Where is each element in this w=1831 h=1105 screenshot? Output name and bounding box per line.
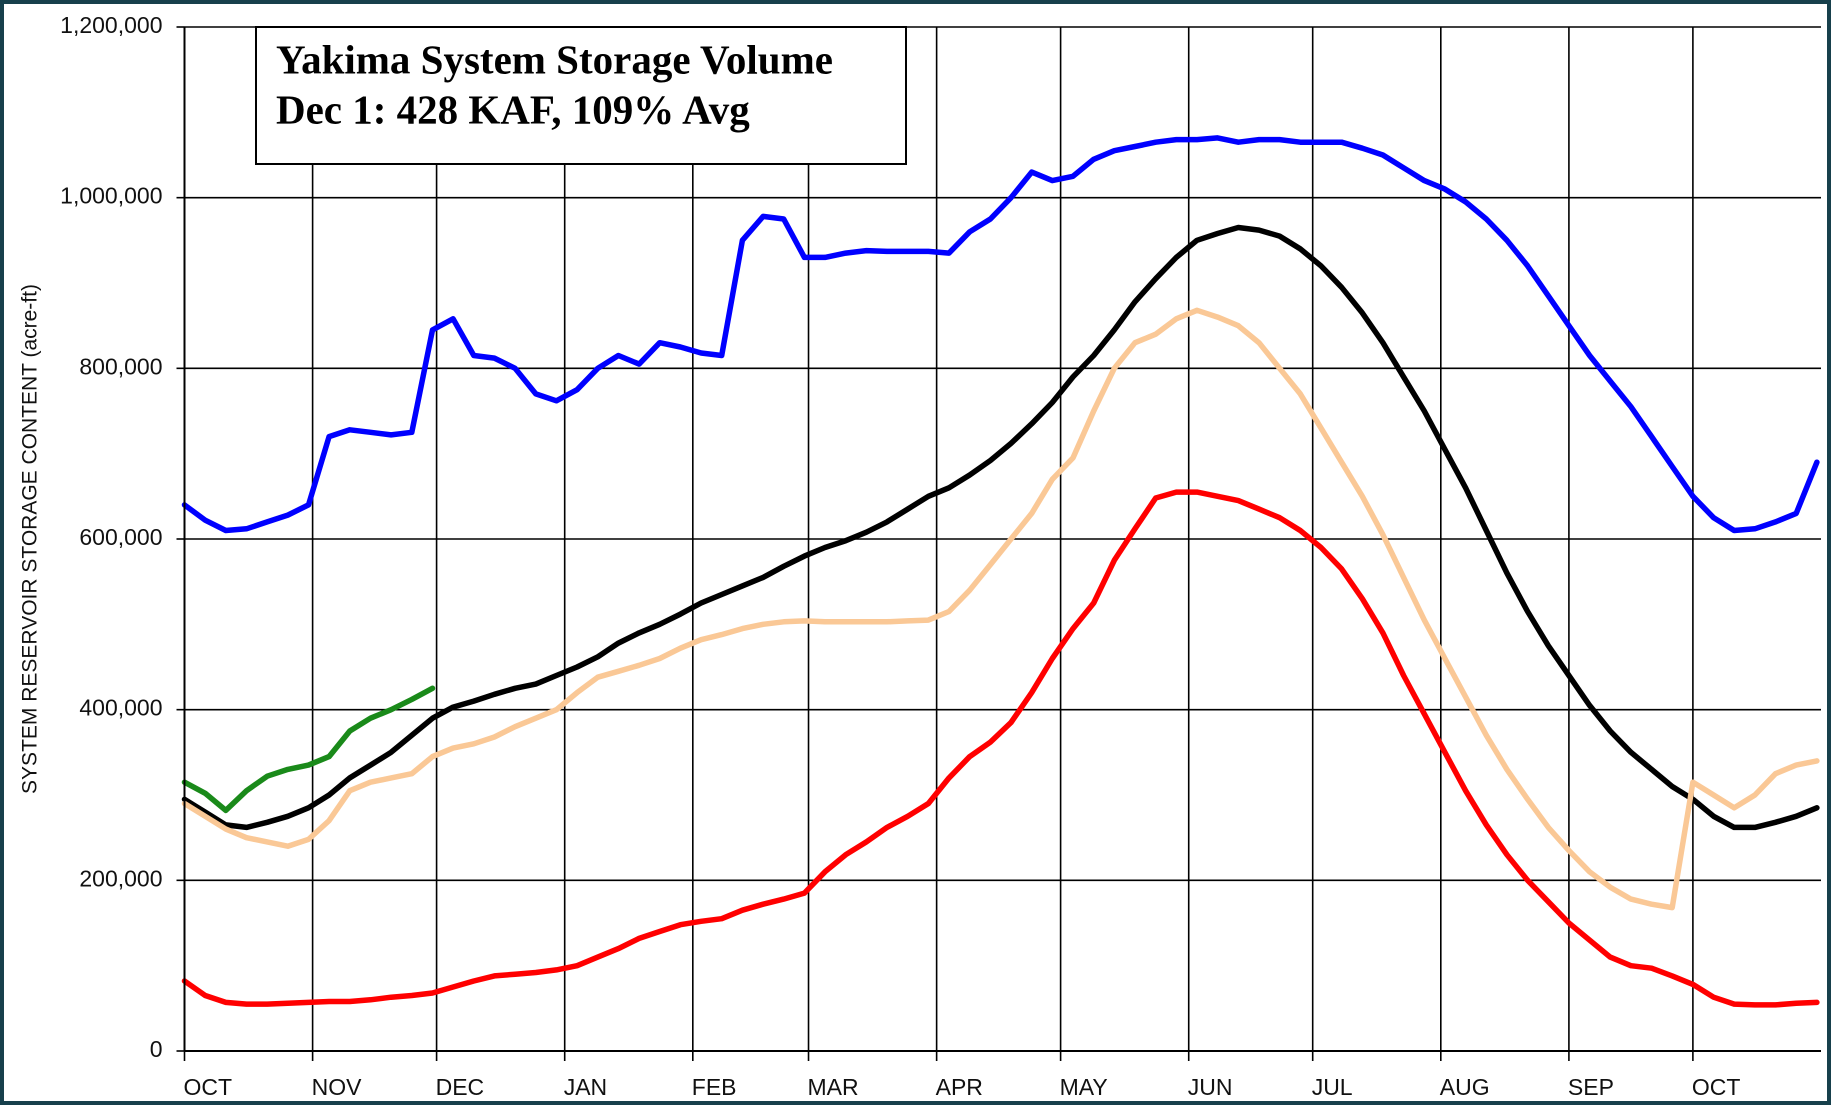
x-tick-label: FEB <box>692 1074 737 1100</box>
series-line <box>181 685 436 814</box>
y-tick-label: 800,000 <box>79 353 162 379</box>
x-tick-label: OCT <box>184 1074 233 1100</box>
x-tick-label: JAN <box>564 1074 607 1100</box>
axes: 0 200,000 400,000 600,000 800,000 1,000,000 1,… <box>60 12 1821 1100</box>
x-tick-label: SEP <box>1568 1074 1614 1100</box>
x-tick-label: MAR <box>808 1074 859 1100</box>
x-tick-label: AUG <box>1440 1074 1490 1100</box>
y-tick-label: 600,000 <box>79 524 162 550</box>
grid <box>183 26 1821 1052</box>
y-tick-label: 1,000,000 <box>60 183 162 209</box>
y-tick-label: 200,000 <box>79 865 162 891</box>
series-line <box>181 489 1820 1008</box>
chart-subtitle: Dec 1: 428 KAF, 109% Avg <box>276 86 750 132</box>
series-line <box>181 307 1820 911</box>
x-tick-label: APR <box>936 1074 983 1100</box>
series-line <box>181 135 1820 534</box>
x-tick-label: DEC <box>436 1074 485 1100</box>
y-tick-label: 400,000 <box>79 695 162 721</box>
lines <box>181 135 1820 1008</box>
chart-background <box>4 4 1827 1101</box>
series-line <box>181 224 1820 831</box>
x-tick-label: NOV <box>312 1074 363 1100</box>
y-axis-label: SYSTEM RESERVOIR STORAGE CONTENT (acre-f… <box>19 284 42 794</box>
x-tick-label: MAY <box>1060 1074 1108 1100</box>
title-box <box>255 26 907 165</box>
y-tick-label: 1,200,000 <box>60 12 162 38</box>
y-tick-label: 0 <box>150 1036 163 1062</box>
x-tick-label: JUL <box>1312 1074 1353 1100</box>
x-tick-label: JUN <box>1188 1074 1233 1100</box>
chart-title: Yakima System Storage Volume <box>276 36 833 82</box>
x-tick-label: OCT <box>1692 1074 1741 1100</box>
